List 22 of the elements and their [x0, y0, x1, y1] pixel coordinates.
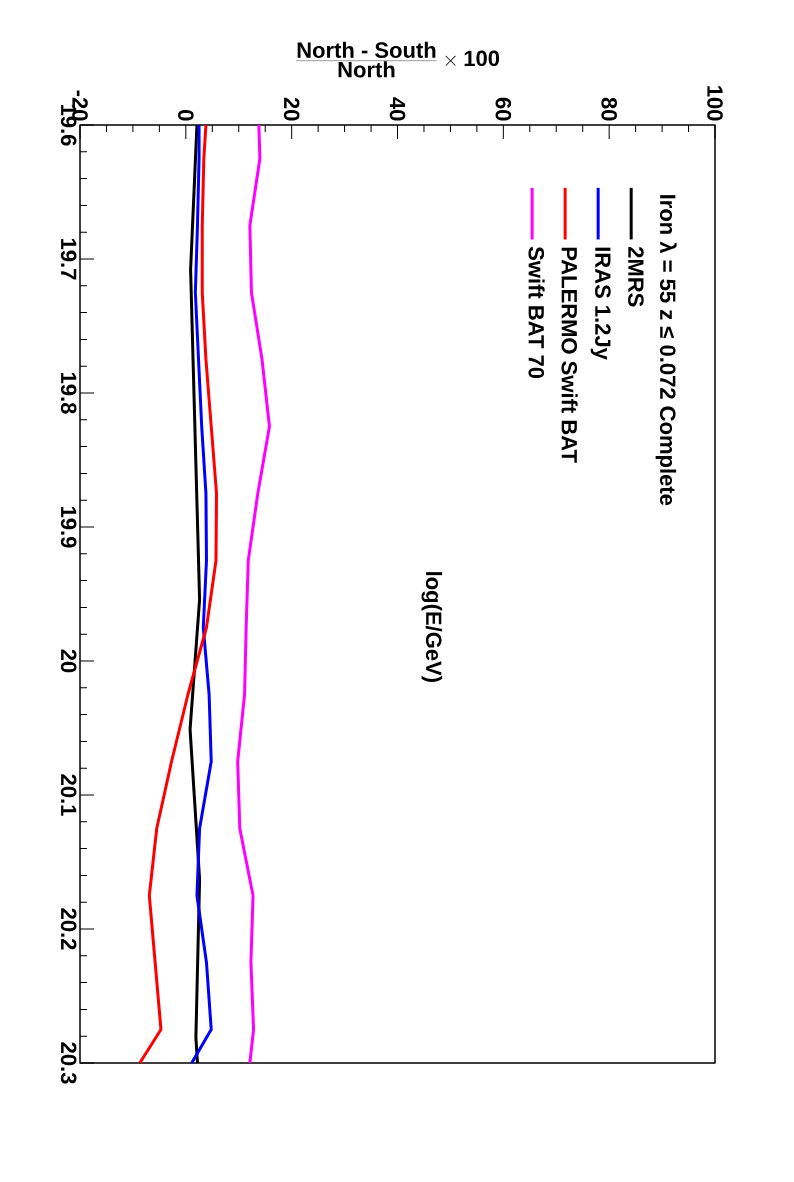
legend-title: Iron λ = 55 z ≤ 0.072 Complete: [655, 195, 677, 506]
y-tick-label: 20.2: [60, 908, 77, 950]
y-tick-label: 19.9: [60, 506, 77, 548]
y-tick-label: 20: [60, 649, 77, 673]
y-tick-label: 20.1: [60, 774, 77, 816]
x-tick-label: 0: [178, 110, 194, 121]
line-series: [236, 123, 271, 1065]
legend-label: IRAS 1.2Jy: [590, 247, 611, 360]
x-tick-label: 40: [389, 97, 406, 121]
x-tick-label: 100: [707, 86, 723, 121]
x-axis-title: $\frac{\textbf{North - South}}{\textbf{North}}\times\textbf{100}$: [296, 41, 500, 78]
x-tick-label: 60: [495, 97, 512, 121]
x-tick-label: 20: [283, 97, 300, 121]
legend-label: Swift BAT 70: [528, 246, 545, 379]
y-axis-title: log(E/GeV): [421, 572, 443, 682]
legend-label: PALERMO Swift BAT: [561, 247, 578, 463]
x-tick-label: 80: [601, 97, 617, 121]
line-series: [138, 123, 219, 1065]
y-tick-label: 19.8: [60, 372, 77, 414]
y-tick-label: 20.3: [60, 1042, 77, 1084]
y-tick-label: 19.7: [60, 238, 77, 280]
legend-label: 2MRS: [628, 246, 644, 307]
